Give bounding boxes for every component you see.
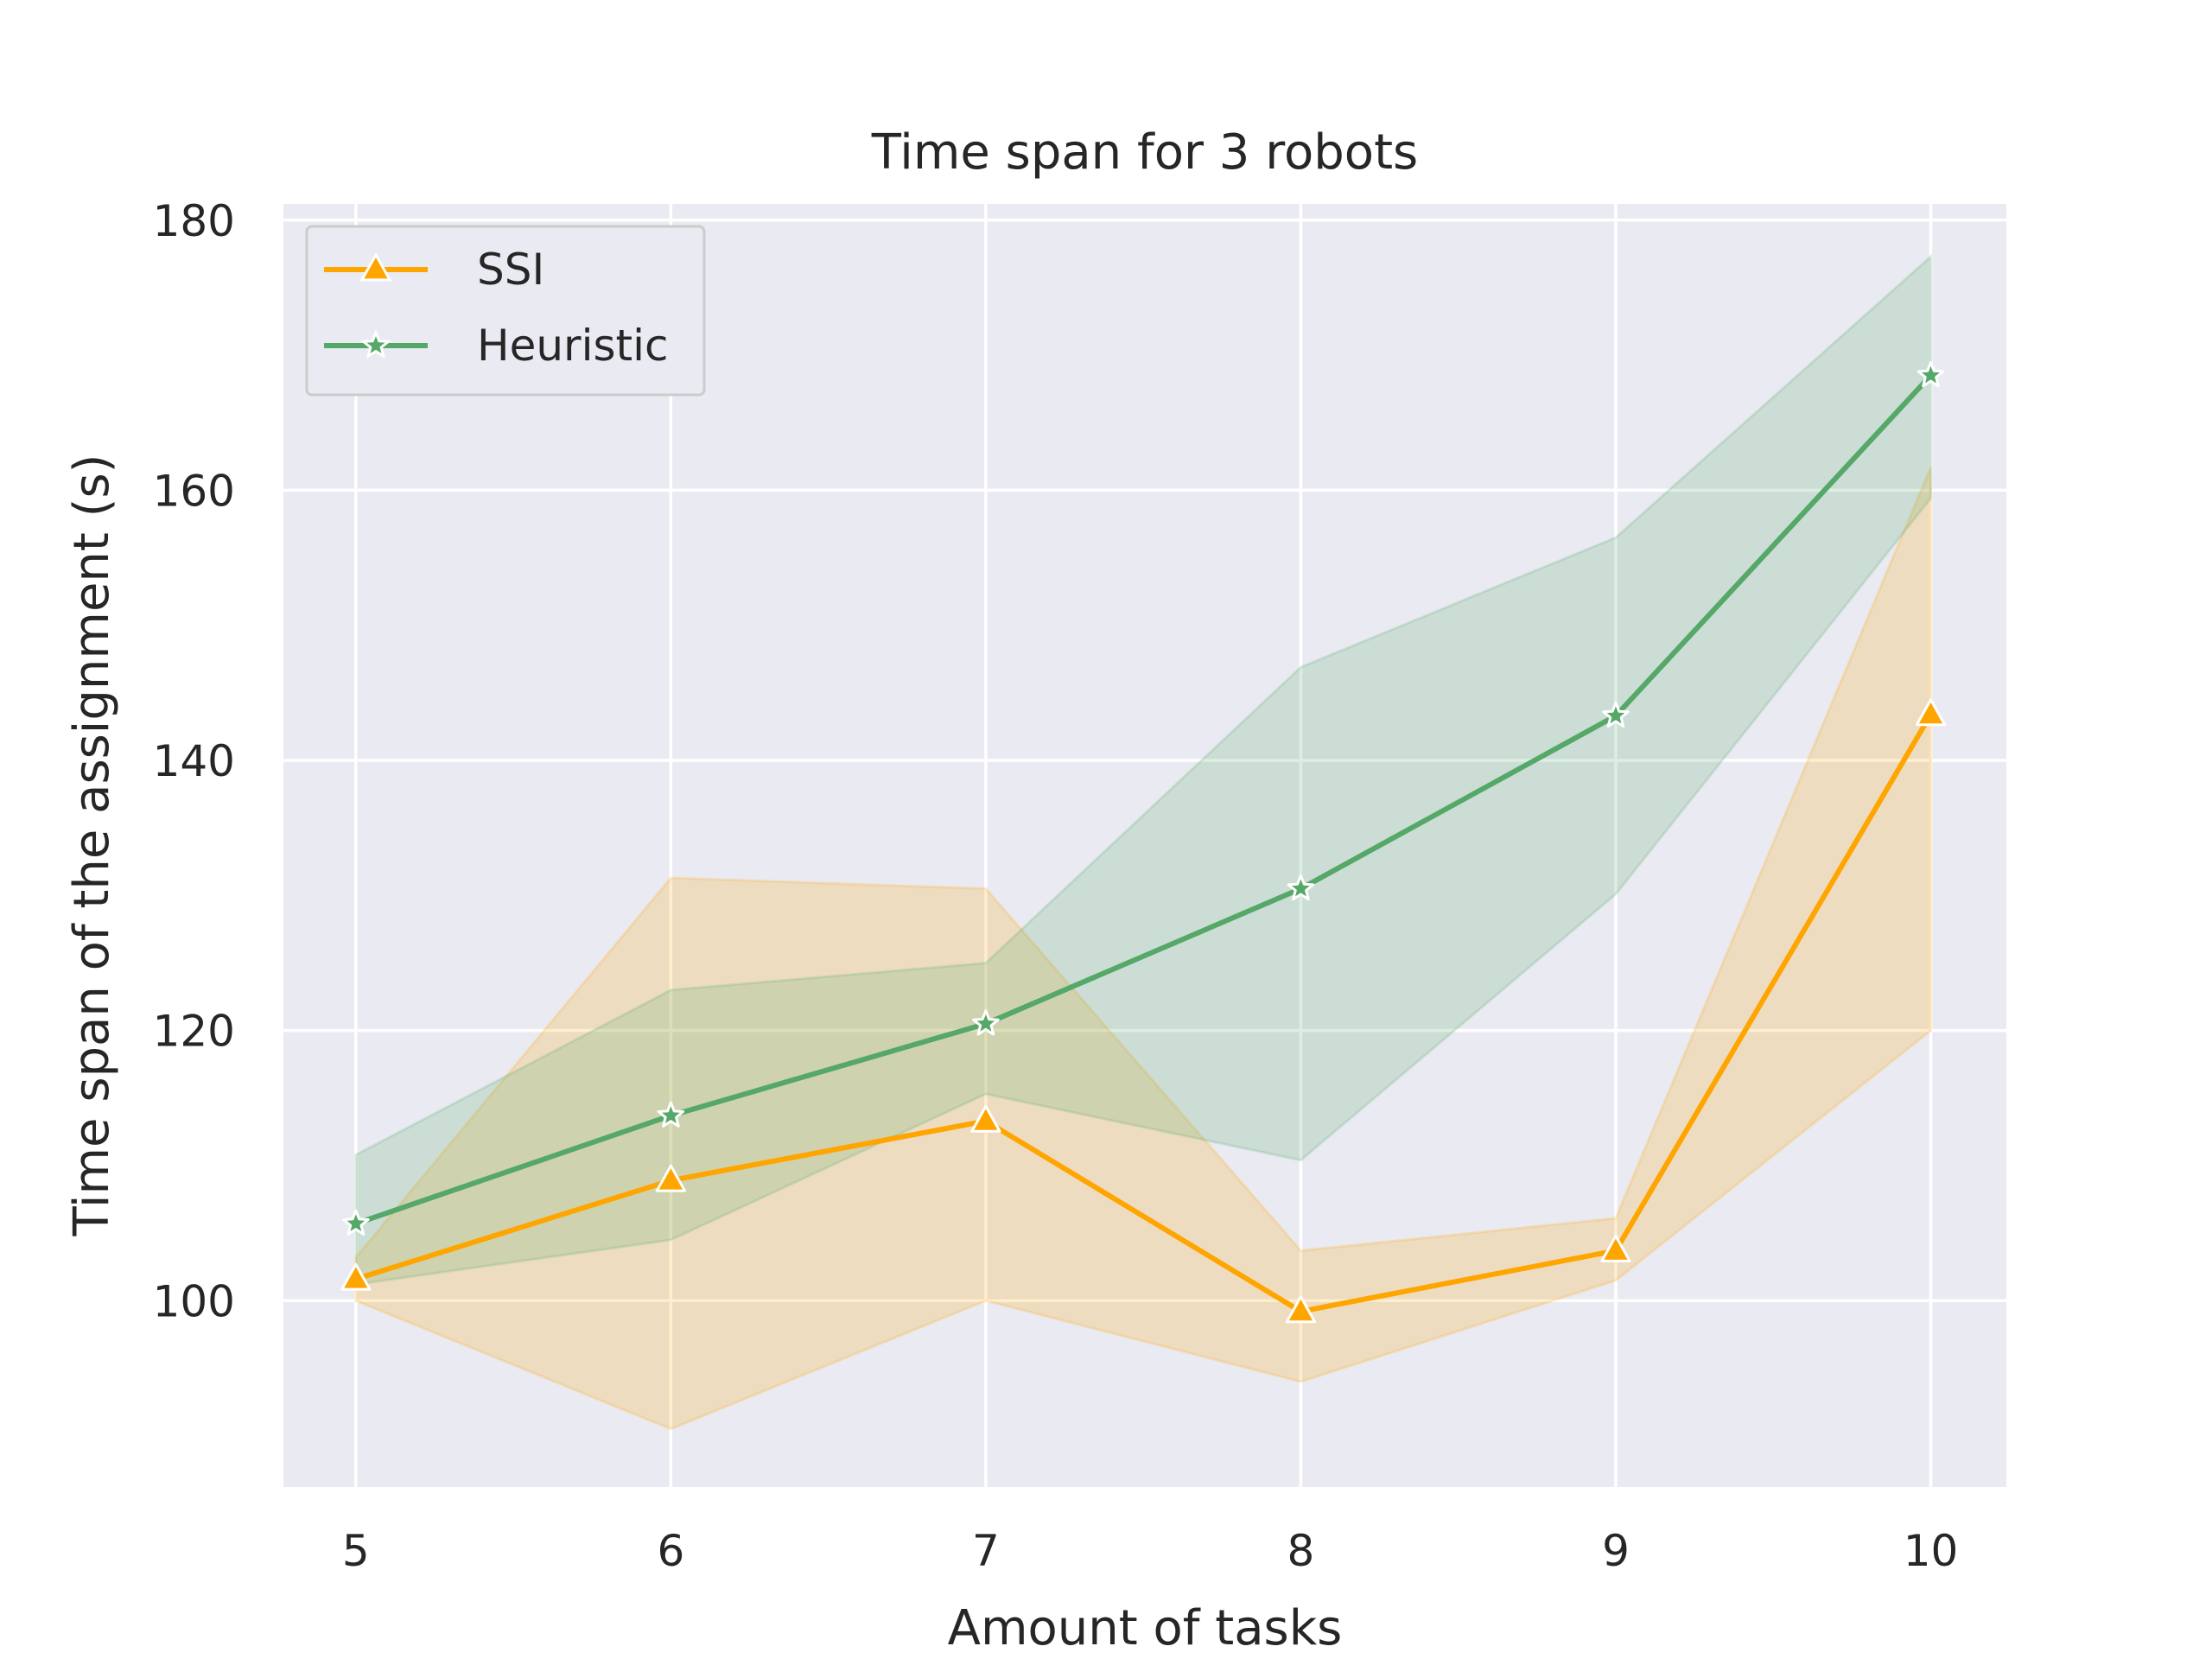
x-tick-label: 5 [342, 1526, 370, 1576]
ssi-marker [1600, 1234, 1631, 1262]
legend-heuristic-marker [359, 328, 392, 359]
y-tick-label: 160 [153, 466, 235, 516]
y-tick-label: 140 [153, 736, 235, 786]
heuristic-marker [1602, 701, 1630, 728]
x-tick-label: 7 [972, 1526, 1000, 1576]
y-tick-label: 120 [153, 1007, 235, 1057]
y-axis-label: Time span of the assignment (s) [64, 454, 120, 1236]
heuristic-line [354, 373, 1933, 1227]
x-tick-labels: 5 6 7 8 9 10 [342, 1526, 1958, 1576]
heuristic-confidence-band [354, 253, 1933, 1287]
legend-heuristic-label: Heuristic [477, 321, 669, 371]
ssi-line [354, 713, 1934, 1314]
legend-ssi-label: SSI [477, 245, 544, 295]
series-lines [354, 373, 1934, 1314]
x-axis-label: Amount of tasks [948, 1600, 1343, 1656]
ssi-marker [1915, 698, 1947, 727]
plot-area [283, 204, 2006, 1487]
legend-ssi-marker [359, 251, 392, 282]
heuristic-marker [657, 1101, 685, 1128]
heuristic-marker [972, 1009, 1000, 1036]
legend: SSI Heuristic [305, 225, 706, 397]
x-tick-label: 6 [657, 1526, 684, 1576]
y-tick-labels: 100 120 140 160 180 [153, 196, 235, 1327]
x-tick-label: 9 [1602, 1526, 1630, 1576]
heuristic-marker [1287, 874, 1315, 901]
ssi-marker [1285, 1295, 1317, 1324]
series-markers [340, 361, 1947, 1324]
x-tick-label: 10 [1904, 1526, 1959, 1576]
ssi-marker [655, 1164, 687, 1192]
y-tick-label: 180 [153, 196, 235, 246]
x-tick-label: 8 [1287, 1526, 1315, 1576]
chart-title: Time span for 3 robots [871, 124, 1418, 181]
ssi-confidence-band [354, 467, 1933, 1431]
ssi-marker [970, 1104, 1001, 1133]
ssi-marker [340, 1262, 372, 1291]
y-tick-label: 100 [153, 1276, 235, 1326]
confidence-bands [354, 253, 1933, 1431]
grid [283, 204, 2006, 1487]
heuristic-marker [1916, 361, 1945, 388]
heuristic-marker [342, 1209, 370, 1236]
